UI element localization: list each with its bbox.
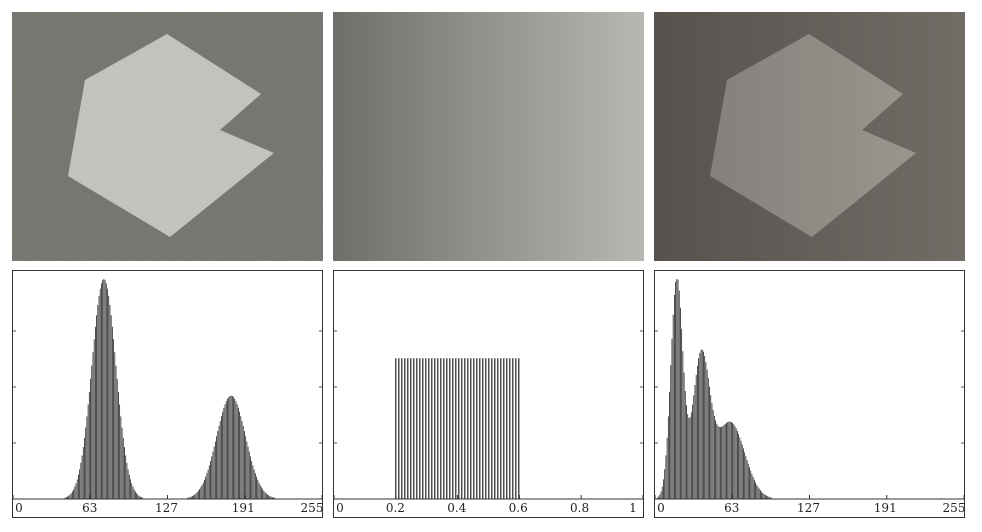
x-tick-label: 0.6 <box>508 501 528 515</box>
x-tick-label: 1 <box>629 501 637 515</box>
gradient-image <box>333 12 644 261</box>
x-tick-label: 127 <box>797 501 820 515</box>
x-tick-label: 0.2 <box>385 501 405 515</box>
x-tick-label: 127 <box>155 501 178 515</box>
histogram-3 <box>654 270 965 518</box>
x-tick-label: 255 <box>942 501 966 515</box>
histogram-1 <box>12 270 323 518</box>
x-tick-label: 63 <box>82 501 98 515</box>
x-tick-label: 0.8 <box>570 501 590 515</box>
histogram-2 <box>333 270 644 518</box>
x-tick-label: 0 <box>15 501 23 515</box>
x-tick-label: 0 <box>657 501 665 515</box>
x-tick-label: 0.4 <box>447 501 467 515</box>
x-tick-label: 0 <box>336 501 344 515</box>
x-tick-label: 191 <box>873 501 897 515</box>
noisy-polygon-image <box>12 12 323 261</box>
x-tick-label: 63 <box>724 501 740 515</box>
shaded-polygon-image <box>654 12 965 261</box>
x-tick-label: 255 <box>300 501 324 515</box>
x-tick-label: 191 <box>231 501 255 515</box>
